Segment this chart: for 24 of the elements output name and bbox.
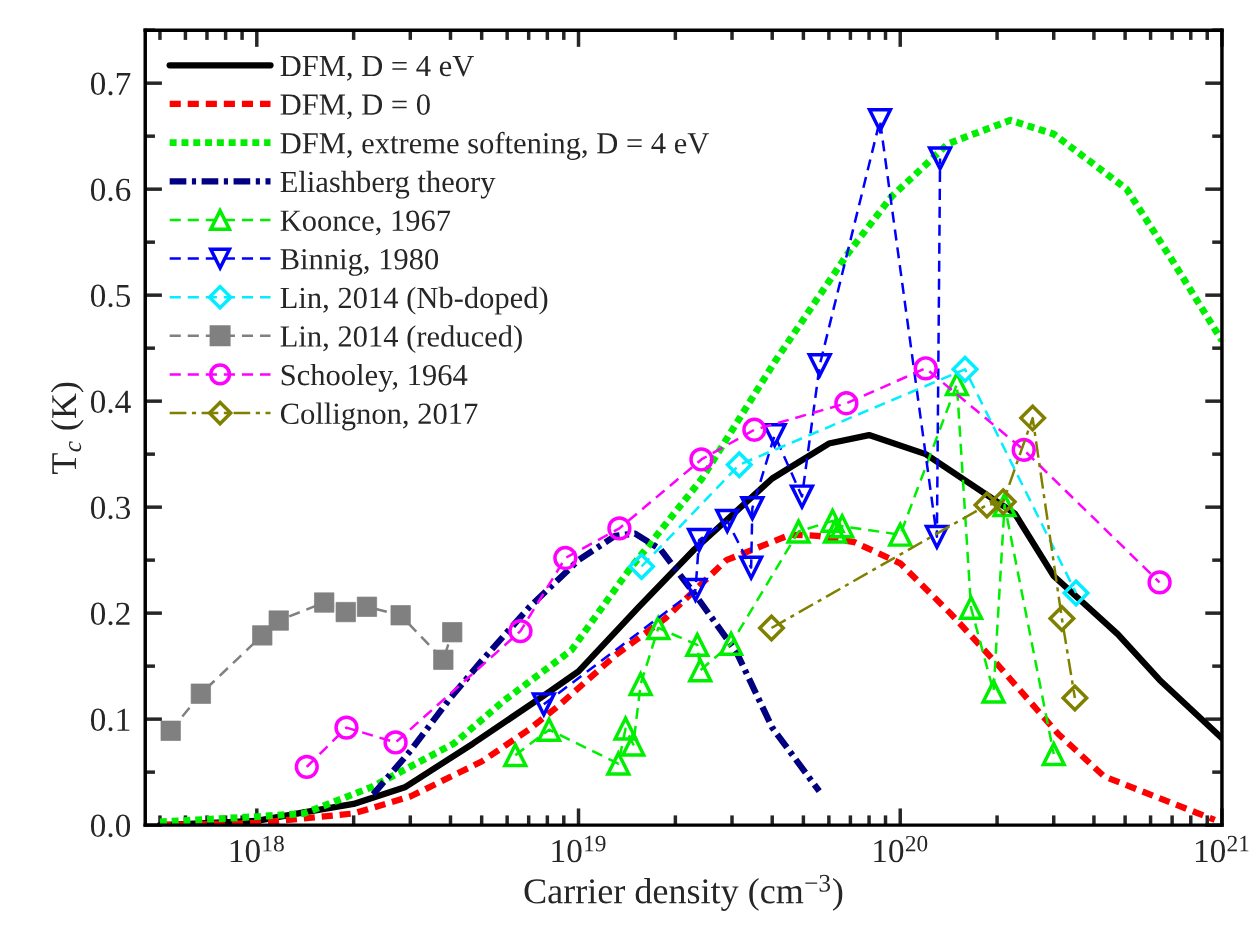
legend-label: Schooley, 1964: [281, 363, 468, 392]
x-tick-label: 10$^{20}$: [874, 835, 928, 863]
y-tick-label: 0.3: [90, 496, 131, 520]
x-axis-title: Carrier density (cm$^{−3}$): [524, 874, 843, 911]
legend-label: Lin, 2014 (Nb-doped): [280, 286, 548, 315]
y-tick-label: 0.4: [90, 390, 131, 414]
y-tick-label: 0.5: [90, 284, 131, 308]
legend-label: DFM, D = 0: [280, 94, 430, 120]
y-tick-label: 0.0: [90, 814, 131, 838]
x-tick-label: 10$^{21}$: [1195, 835, 1249, 863]
y-tick-label: 0.2: [90, 602, 130, 626]
y-tick-label: 0.7: [90, 72, 131, 96]
x-tick-label: 10$^{19}$: [552, 835, 606, 863]
y-tick-label: 0.6: [90, 178, 131, 202]
legend-label: Collignon, 2017: [280, 402, 478, 431]
y-axis-title: T$_{c}$ (K): [50, 382, 84, 474]
legend-label: DFM, D = 4 eV: [280, 55, 474, 81]
legend-label: Koonce, 1967: [280, 210, 451, 236]
legend-label: Eliashberg theory: [280, 170, 496, 199]
x-tick-label: 10$^{18}$: [230, 835, 284, 863]
y-tick-label: 0.1: [90, 708, 130, 732]
legend-label: DFM, extreme softening, D = 4 eV: [280, 131, 709, 160]
legend-label: Binnig, 1980: [280, 248, 439, 276]
legend-label: Lin, 2014 (reduced): [280, 325, 522, 354]
